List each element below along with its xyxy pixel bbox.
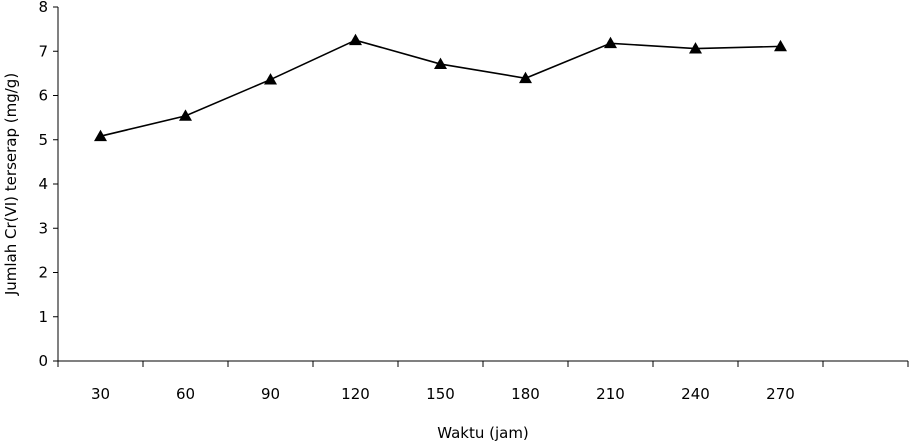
x-axis-ticks: 30 60 90 120 150 180 210 240 270 <box>57 361 909 403</box>
y-tick-label: 2 <box>38 264 48 282</box>
x-tick-label: 90 <box>261 385 280 403</box>
y-tick-label: 3 <box>38 219 48 237</box>
y-axis-ticks: 0 1 2 3 4 5 6 7 8 <box>38 0 58 370</box>
x-tick-label: 180 <box>511 385 540 403</box>
x-tick-label: 210 <box>596 385 625 403</box>
data-point-marker <box>179 109 192 121</box>
x-tick-label: 150 <box>426 385 455 403</box>
y-tick-label: 8 <box>38 0 48 16</box>
y-tick-label: 1 <box>38 308 48 326</box>
data-point-marker <box>94 129 107 142</box>
y-tick-label: 0 <box>38 352 48 370</box>
x-tick-label: 270 <box>766 385 795 403</box>
data-point-marker <box>519 71 532 84</box>
data-point-marker <box>349 33 362 46</box>
series-layer <box>94 33 787 142</box>
data-point-marker <box>434 57 447 69</box>
data-point-marker <box>604 36 617 49</box>
x-tick-label: 30 <box>91 385 110 403</box>
x-axis-title: Waktu (jam) <box>437 424 529 442</box>
y-tick-label: 6 <box>38 87 48 105</box>
data-point-marker <box>774 39 787 52</box>
y-tick-label: 7 <box>38 42 48 60</box>
y-axis-title: Jumlah Cr(VI) terserap (mg/g) <box>2 73 20 296</box>
y-tick-label: 5 <box>38 131 48 149</box>
data-point-marker <box>264 73 277 85</box>
x-tick-label: 120 <box>341 385 370 403</box>
y-tick-label: 4 <box>38 175 48 193</box>
x-tick-label: 60 <box>176 385 195 403</box>
series-line <box>100 39 781 137</box>
data-point-marker <box>689 42 702 54</box>
x-tick-label: 240 <box>681 385 710 403</box>
